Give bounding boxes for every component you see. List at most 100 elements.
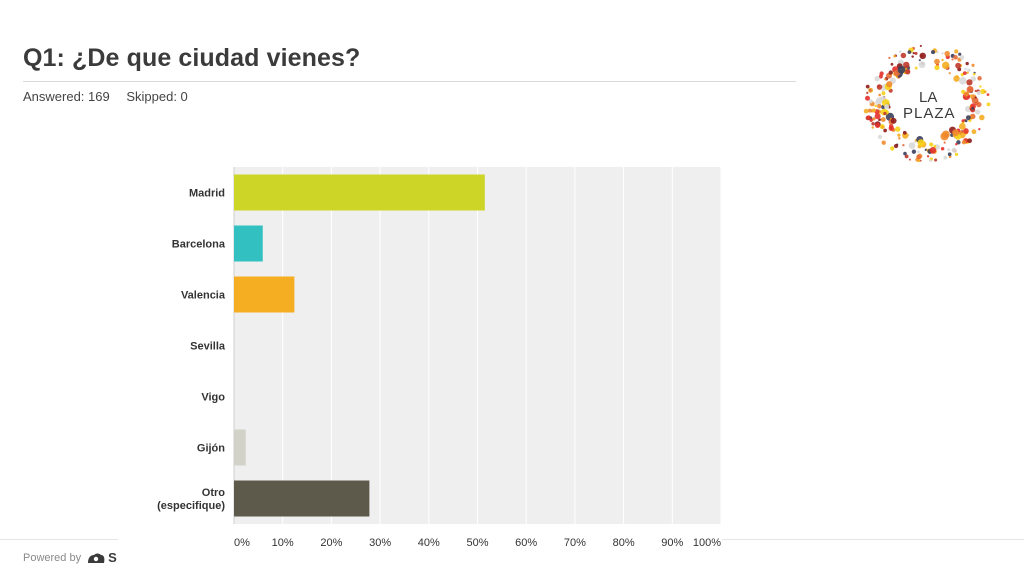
x-tick-label: 60%: [515, 537, 537, 549]
logo-dot: [900, 52, 907, 59]
logo-dot: [966, 71, 969, 74]
response-stats: Answered: 169 Skipped: 0: [23, 89, 201, 104]
logo-dot: [948, 72, 951, 75]
logo-dot: [917, 139, 925, 147]
logo-dot: [903, 151, 907, 156]
logo-dot: [947, 152, 952, 157]
logo-dot: [871, 121, 875, 126]
logo-dot: [879, 71, 884, 76]
logo-dot: [951, 58, 954, 61]
x-tick-label: 10%: [272, 537, 294, 549]
logo-dot: [895, 126, 901, 132]
category-label: Valencia: [181, 290, 226, 302]
skipped-count: Skipped: 0: [126, 89, 188, 104]
logo-dot: [934, 65, 940, 71]
category-label: Otro (especifique): [157, 487, 225, 512]
logo-dot: [908, 142, 916, 149]
logo-dot: [944, 50, 950, 57]
logo-dot: [902, 143, 905, 147]
logo-dot: [878, 93, 881, 97]
logo-dot: [888, 56, 891, 60]
logo-dot: [941, 52, 944, 55]
logo-dot: [871, 108, 876, 113]
logo-dot: [955, 62, 961, 69]
logo-dot: [878, 118, 881, 122]
logo-dot: [914, 51, 918, 55]
logo-dot: [874, 113, 881, 120]
logo-dot: [941, 61, 950, 70]
logo-dot: [963, 128, 969, 134]
logo-dot: [884, 104, 890, 110]
logo-dot: [971, 97, 979, 104]
logo-dot: [911, 149, 917, 154]
logo-dot: [967, 68, 971, 73]
logo-dot: [916, 158, 921, 163]
logo-dot: [958, 76, 967, 85]
category-label: Vigo: [201, 392, 225, 404]
category-label: Barcelona: [172, 239, 226, 251]
logo-dot: [952, 129, 959, 137]
footer-divider-left: [0, 539, 118, 540]
logo-dot: [898, 137, 901, 140]
logo-dot: [955, 142, 958, 146]
logo-dot: [924, 148, 928, 152]
logo-dot: [978, 128, 981, 131]
logo-dot: [913, 141, 916, 144]
logo-dot: [964, 119, 968, 123]
logo-dot: [943, 155, 948, 160]
footer-divider-right: [722, 539, 1024, 540]
logo-dot: [866, 115, 871, 120]
x-tick-label: 50%: [466, 537, 488, 549]
logo-dot: [897, 65, 906, 74]
logo-dot: [929, 147, 937, 154]
category-label: Gijón: [197, 443, 225, 455]
logo-dot: [871, 126, 874, 129]
bar: [234, 429, 246, 466]
logo-dot: [919, 52, 927, 60]
x-tick-label: 70%: [564, 537, 586, 549]
x-tick-label: 20%: [320, 537, 342, 549]
logo-dot: [969, 94, 973, 97]
logo-dot: [977, 76, 982, 81]
logo-dot: [979, 114, 985, 121]
logo-dot: [980, 88, 986, 95]
logo-dot: [897, 133, 901, 137]
logo-dot: [881, 140, 886, 145]
logo-dot: [874, 104, 877, 108]
x-tick-labels: 0% 10% 20% 30% 40% 50% 60% 70% 80% 90% 100%: [234, 537, 721, 549]
logo-dot: [958, 52, 962, 56]
logo-dot: [864, 95, 870, 101]
logo-dot: [966, 79, 973, 86]
logo-dot: [967, 86, 974, 93]
logo-dot: [954, 152, 959, 157]
x-tick-label: 40%: [418, 537, 440, 549]
title-divider: [23, 81, 796, 82]
logo-dot: [904, 154, 909, 159]
logo-dot: [890, 146, 895, 151]
logo-dot: [941, 58, 944, 62]
brand-letter: S: [108, 550, 117, 565]
logo-dot: [898, 50, 902, 53]
logo-dot: [953, 55, 958, 60]
category-labels: Madrid Barcelona Valencia Sevilla Vigo Gijón O…: [157, 188, 226, 513]
logo-dot: [867, 108, 872, 113]
bar: [234, 480, 370, 517]
logo-dot-ring: [863, 44, 991, 163]
logo-dot: [893, 54, 896, 58]
logo-dot: [886, 81, 893, 88]
logo-dot: [876, 84, 883, 90]
x-tick-label: 90%: [661, 537, 683, 549]
logo-dot: [877, 103, 882, 109]
logo-dot: [890, 62, 894, 66]
logo-dot: [930, 50, 936, 55]
logo-dot: [963, 91, 969, 97]
logo-dot: [868, 99, 873, 104]
logo-dot: [914, 66, 918, 70]
logo-dot: [940, 147, 945, 151]
category-label: Sevilla: [190, 341, 226, 353]
logo-dot: [976, 101, 982, 108]
logo-dot: [912, 51, 915, 55]
logo-dot: [959, 122, 966, 130]
logo-dot: [961, 119, 965, 123]
